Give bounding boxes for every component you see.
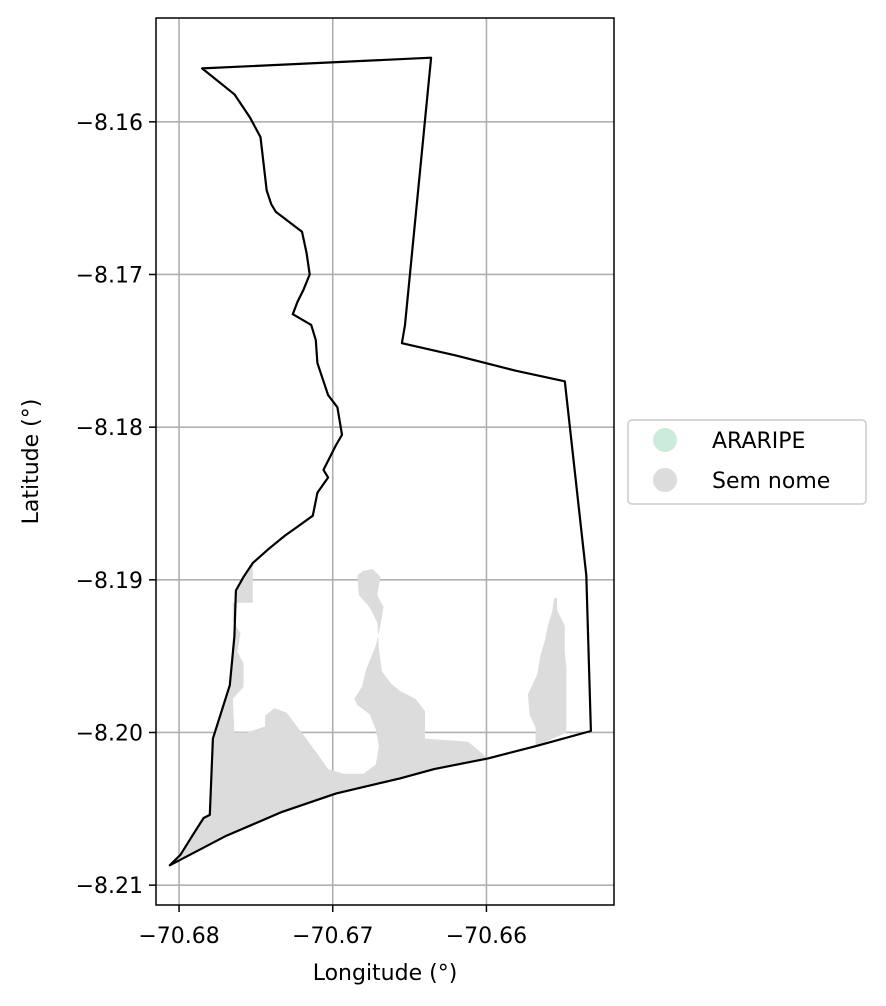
y-tick-label: −8.21 [76, 874, 143, 899]
y-tick-label: −8.16 [76, 111, 143, 136]
boundary-outline [168, 56, 593, 867]
y-tick-label: −8.17 [76, 263, 143, 288]
legend-marker [653, 428, 677, 452]
x-tick-label: −70.68 [138, 924, 219, 949]
plot-frame [155, 17, 615, 906]
area-sem-nome [527, 598, 567, 747]
y-axis-ticks: −8.16 −8.17 −8.18 −8.19 −8.20 −8.21 [76, 111, 156, 899]
x-axis-ticks: −70.68 −70.67 −70.66 [138, 905, 527, 949]
area-sem-nome [169, 563, 489, 866]
x-tick-label: −70.67 [292, 924, 373, 949]
legend: ARARIPE Sem nome [627, 419, 867, 505]
y-tick-label: −8.19 [76, 569, 143, 594]
map-areas [169, 563, 567, 866]
y-tick-label: −8.18 [76, 416, 143, 441]
y-axis-label: Latitude (°) [19, 399, 44, 525]
x-tick-label: −70.66 [446, 924, 527, 949]
map-boundary [168, 56, 593, 867]
grid-lines [156, 18, 614, 905]
legend-box [627, 419, 867, 505]
x-axis-label: Longitude (°) [313, 961, 458, 986]
y-tick-label: −8.20 [76, 721, 143, 746]
legend-label: Sem nome [712, 469, 830, 494]
legend-label: ARARIPE [712, 429, 805, 454]
legend-marker [653, 468, 677, 492]
